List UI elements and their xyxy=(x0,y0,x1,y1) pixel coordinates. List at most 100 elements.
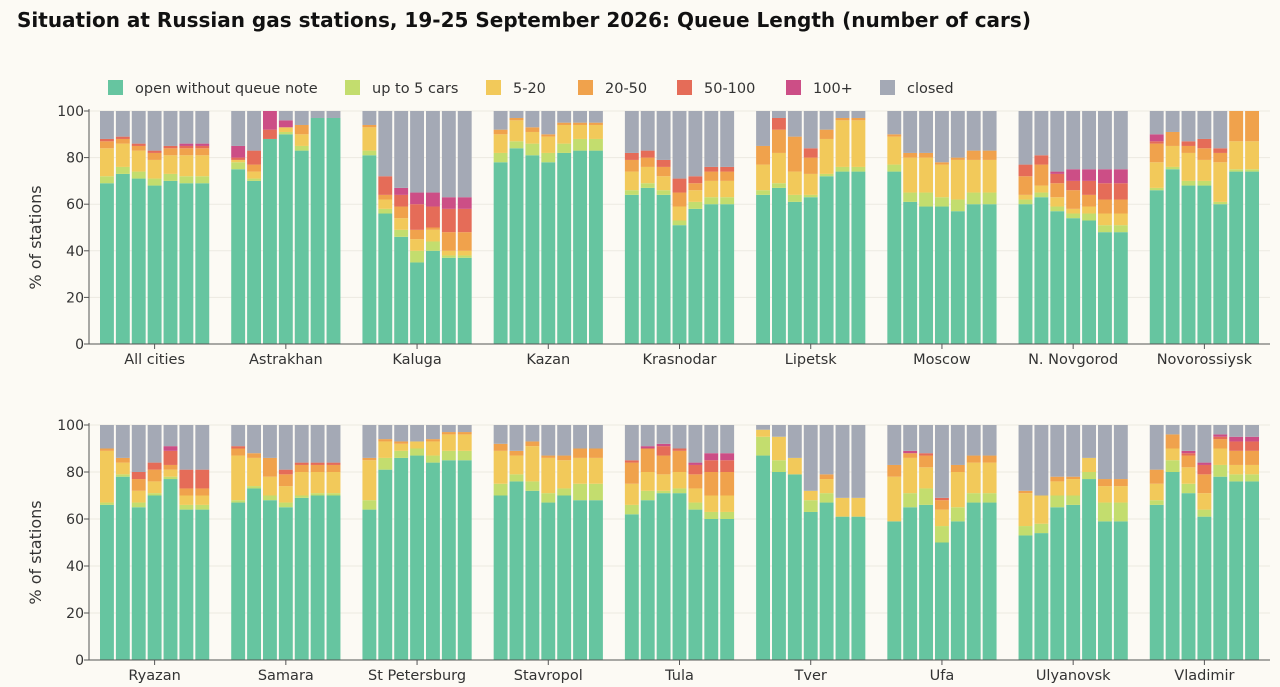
bar-ulyanovsk-day2-up-to-5-cars xyxy=(1034,523,1049,534)
bar-tula-day5-50-100 xyxy=(688,464,703,475)
bar-samara-day6-5-20 xyxy=(310,472,325,494)
bar-novorossiysk-day2-closed xyxy=(1165,111,1180,132)
bar-krasnodar-day3-open-without-queue-note xyxy=(656,194,671,344)
bar-tula-day1-up-to-5-cars xyxy=(624,504,639,515)
bar-tula-day3-closed xyxy=(656,425,671,444)
bar-ryazan-day7-5-20 xyxy=(195,495,210,505)
bar-vladimir-day4-100 xyxy=(1197,462,1212,465)
bar-kazan-day4-5-20 xyxy=(541,136,556,153)
bar-ufa-day4-up-to-5-cars xyxy=(935,526,949,543)
bar-st-petersburg-day4-closed xyxy=(410,425,424,442)
bar-kaluga-day5-5-20 xyxy=(426,229,440,242)
bar-tula-day6-open-without-queue-note xyxy=(704,519,719,660)
bar-novorossiysk-day5-20-50 xyxy=(1213,152,1228,163)
bar-ufa-day5-5-20 xyxy=(950,472,965,508)
bar-n-novgorod-day3-closed xyxy=(1050,111,1065,172)
chart-title: Situation at Russian gas stations, 19-25… xyxy=(17,8,1031,32)
bar-all-cities-day5-20-50 xyxy=(163,148,178,156)
bar-novorossiysk-day4-50-100 xyxy=(1197,138,1212,149)
bar-all-cities-day5-5-20 xyxy=(163,155,178,174)
bar-all-cities-day5-50-100 xyxy=(163,145,178,149)
bar-astrakhan-day2-open-without-queue-note xyxy=(247,180,261,344)
bar-ulyanovsk-day4-20-50 xyxy=(1066,476,1081,480)
bar-krasnodar-day5-up-to-5-cars xyxy=(688,201,703,209)
bar-astrakhan-day5-closed xyxy=(294,111,309,125)
bar-ulyanovsk-day1-open-without-queue-note xyxy=(1018,535,1033,660)
bar-all-cities-day2-5-20 xyxy=(115,143,130,167)
bar-vladimir-day4-5-20 xyxy=(1197,493,1212,510)
bar-kaluga-day6-100 xyxy=(441,197,456,209)
bar-novorossiysk-day1-closed xyxy=(1149,111,1164,135)
bar-n-novgorod-day1-up-to-5-cars xyxy=(1018,199,1033,205)
bar-st-petersburg-day1-5-20 xyxy=(362,460,377,501)
bar-lipetsk-day2-5-20 xyxy=(772,152,786,184)
bar-st-petersburg-day5-up-to-5-cars xyxy=(426,455,440,463)
bar-kaluga-day3-up-to-5-cars xyxy=(394,229,409,237)
bar-all-cities-day1-open-without-queue-note xyxy=(100,183,114,344)
bar-krasnodar-day1-5-20 xyxy=(624,171,639,191)
bar-ryazan-day3-up-to-5-cars xyxy=(131,502,146,508)
bar-st-petersburg-day4-up-to-5-cars xyxy=(410,448,424,456)
bar-kaluga-day3-100 xyxy=(394,187,409,195)
bar-st-petersburg-day2-open-without-queue-note xyxy=(378,469,393,660)
bar-ulyanovsk-day7-closed xyxy=(1113,425,1128,480)
y-tick-label: 60 xyxy=(66,512,84,528)
bar-samara-day3-20-50 xyxy=(263,457,277,477)
bar-ulyanovsk-day3-open-without-queue-note xyxy=(1050,507,1065,660)
bar-stavropol-day2-up-to-5-cars xyxy=(509,474,524,482)
bar-krasnodar-day7-open-without-queue-note xyxy=(720,204,735,344)
bar-vladimir-day5-100 xyxy=(1213,434,1228,437)
bar-moscow-day5-closed xyxy=(950,111,965,158)
bar-tver-day2-closed xyxy=(772,425,786,437)
bar-tula-day7-up-to-5-cars xyxy=(720,511,735,519)
bar-stavropol-day4-up-to-5-cars xyxy=(541,493,556,503)
bar-ufa-day3-50-100 xyxy=(919,453,933,456)
bar-tula-day7-open-without-queue-note xyxy=(720,519,735,660)
bar-lipetsk-day5-20-50 xyxy=(819,129,834,139)
bar-ryazan-day6-5-20 xyxy=(179,495,194,505)
y-tick-label: 40 xyxy=(66,559,84,575)
bar-tula-day3-20-50 xyxy=(656,455,671,475)
bar-tver-day4-open-without-queue-note xyxy=(803,511,818,660)
bar-stavropol-day7-open-without-queue-note xyxy=(589,500,603,660)
bar-novorossiysk-day1-50-100 xyxy=(1149,141,1164,144)
y-tick-label: 100 xyxy=(57,104,84,120)
bar-astrakhan-day3-open-without-queue-note xyxy=(263,138,277,344)
bar-krasnodar-day3-up-to-5-cars xyxy=(656,190,671,195)
bar-krasnodar-day3-50-100 xyxy=(656,159,671,167)
bar-lipetsk-day4-up-to-5-cars xyxy=(803,194,818,198)
bar-kaluga-day1-20-50 xyxy=(362,124,377,128)
bar-ufa-day4-5-20 xyxy=(935,509,949,527)
bar-n-novgorod-day4-50-100 xyxy=(1066,180,1081,191)
bar-n-novgorod-day2-up-to-5-cars xyxy=(1034,192,1049,198)
bar-tula-day4-5-20 xyxy=(672,472,687,489)
bar-tver-day2-open-without-queue-note xyxy=(772,472,786,660)
bar-stavropol-day3-closed xyxy=(525,425,540,442)
bar-moscow-day7-5-20 xyxy=(982,159,997,193)
bar-novorossiysk-day2-up-to-5-cars xyxy=(1165,166,1180,170)
bar-vladimir-day4-50-100 xyxy=(1197,464,1212,475)
bar-kaluga-day6-5-20 xyxy=(441,250,456,256)
bar-tula-day6-100 xyxy=(704,453,719,461)
bar-vladimir-day5-5-20 xyxy=(1213,448,1228,465)
bar-astrakhan-day2-closed xyxy=(247,111,261,151)
bar-vladimir-day1-5-20 xyxy=(1149,483,1164,501)
bar-tula-day6-20-50 xyxy=(704,472,719,496)
bar-ulyanovsk-day7-open-without-queue-note xyxy=(1113,521,1128,660)
bar-vladimir-day7-5-20 xyxy=(1245,464,1259,475)
bar-astrakhan-day1-up-to-5-cars xyxy=(231,162,246,170)
bar-lipetsk-day1-open-without-queue-note xyxy=(756,194,770,344)
bar-krasnodar-day2-open-without-queue-note xyxy=(640,187,655,344)
bar-astrakhan-day1-closed xyxy=(231,111,246,146)
bar-samara-day5-open-without-queue-note xyxy=(294,497,309,660)
bar-ryazan-day3-closed xyxy=(131,425,146,472)
x-tick-label-ufa: Ufa xyxy=(930,668,955,684)
bar-ufa-day1-20-50 xyxy=(887,464,902,477)
bar-samara-day4-up-to-5-cars xyxy=(278,502,293,508)
bar-lipetsk-day1-closed xyxy=(756,111,770,146)
bar-vladimir-day4-20-50 xyxy=(1197,474,1212,494)
bar-all-cities-day4-up-to-5-cars xyxy=(147,178,162,186)
bar-n-novgorod-day3-50-100 xyxy=(1050,173,1065,184)
bar-stavropol-day4-open-without-queue-note xyxy=(541,502,556,660)
legend-swatch-5-20 xyxy=(486,80,501,95)
